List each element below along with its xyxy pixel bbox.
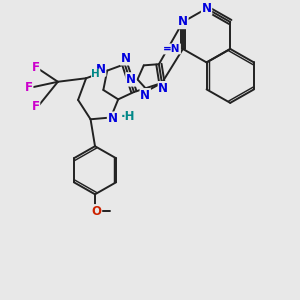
Text: N: N	[121, 52, 130, 65]
Text: N: N	[107, 112, 118, 125]
Text: N: N	[178, 16, 188, 28]
Text: H: H	[92, 69, 100, 79]
Text: N: N	[126, 73, 136, 86]
Text: F: F	[25, 80, 33, 94]
Text: F: F	[32, 61, 40, 74]
Text: O: O	[92, 205, 101, 218]
Text: N: N	[140, 89, 150, 102]
Text: N: N	[96, 63, 106, 76]
Text: N: N	[202, 2, 212, 15]
Text: N: N	[158, 82, 168, 95]
Text: F: F	[32, 100, 40, 113]
Text: ·H: ·H	[120, 110, 135, 123]
Text: =N: =N	[163, 44, 181, 54]
